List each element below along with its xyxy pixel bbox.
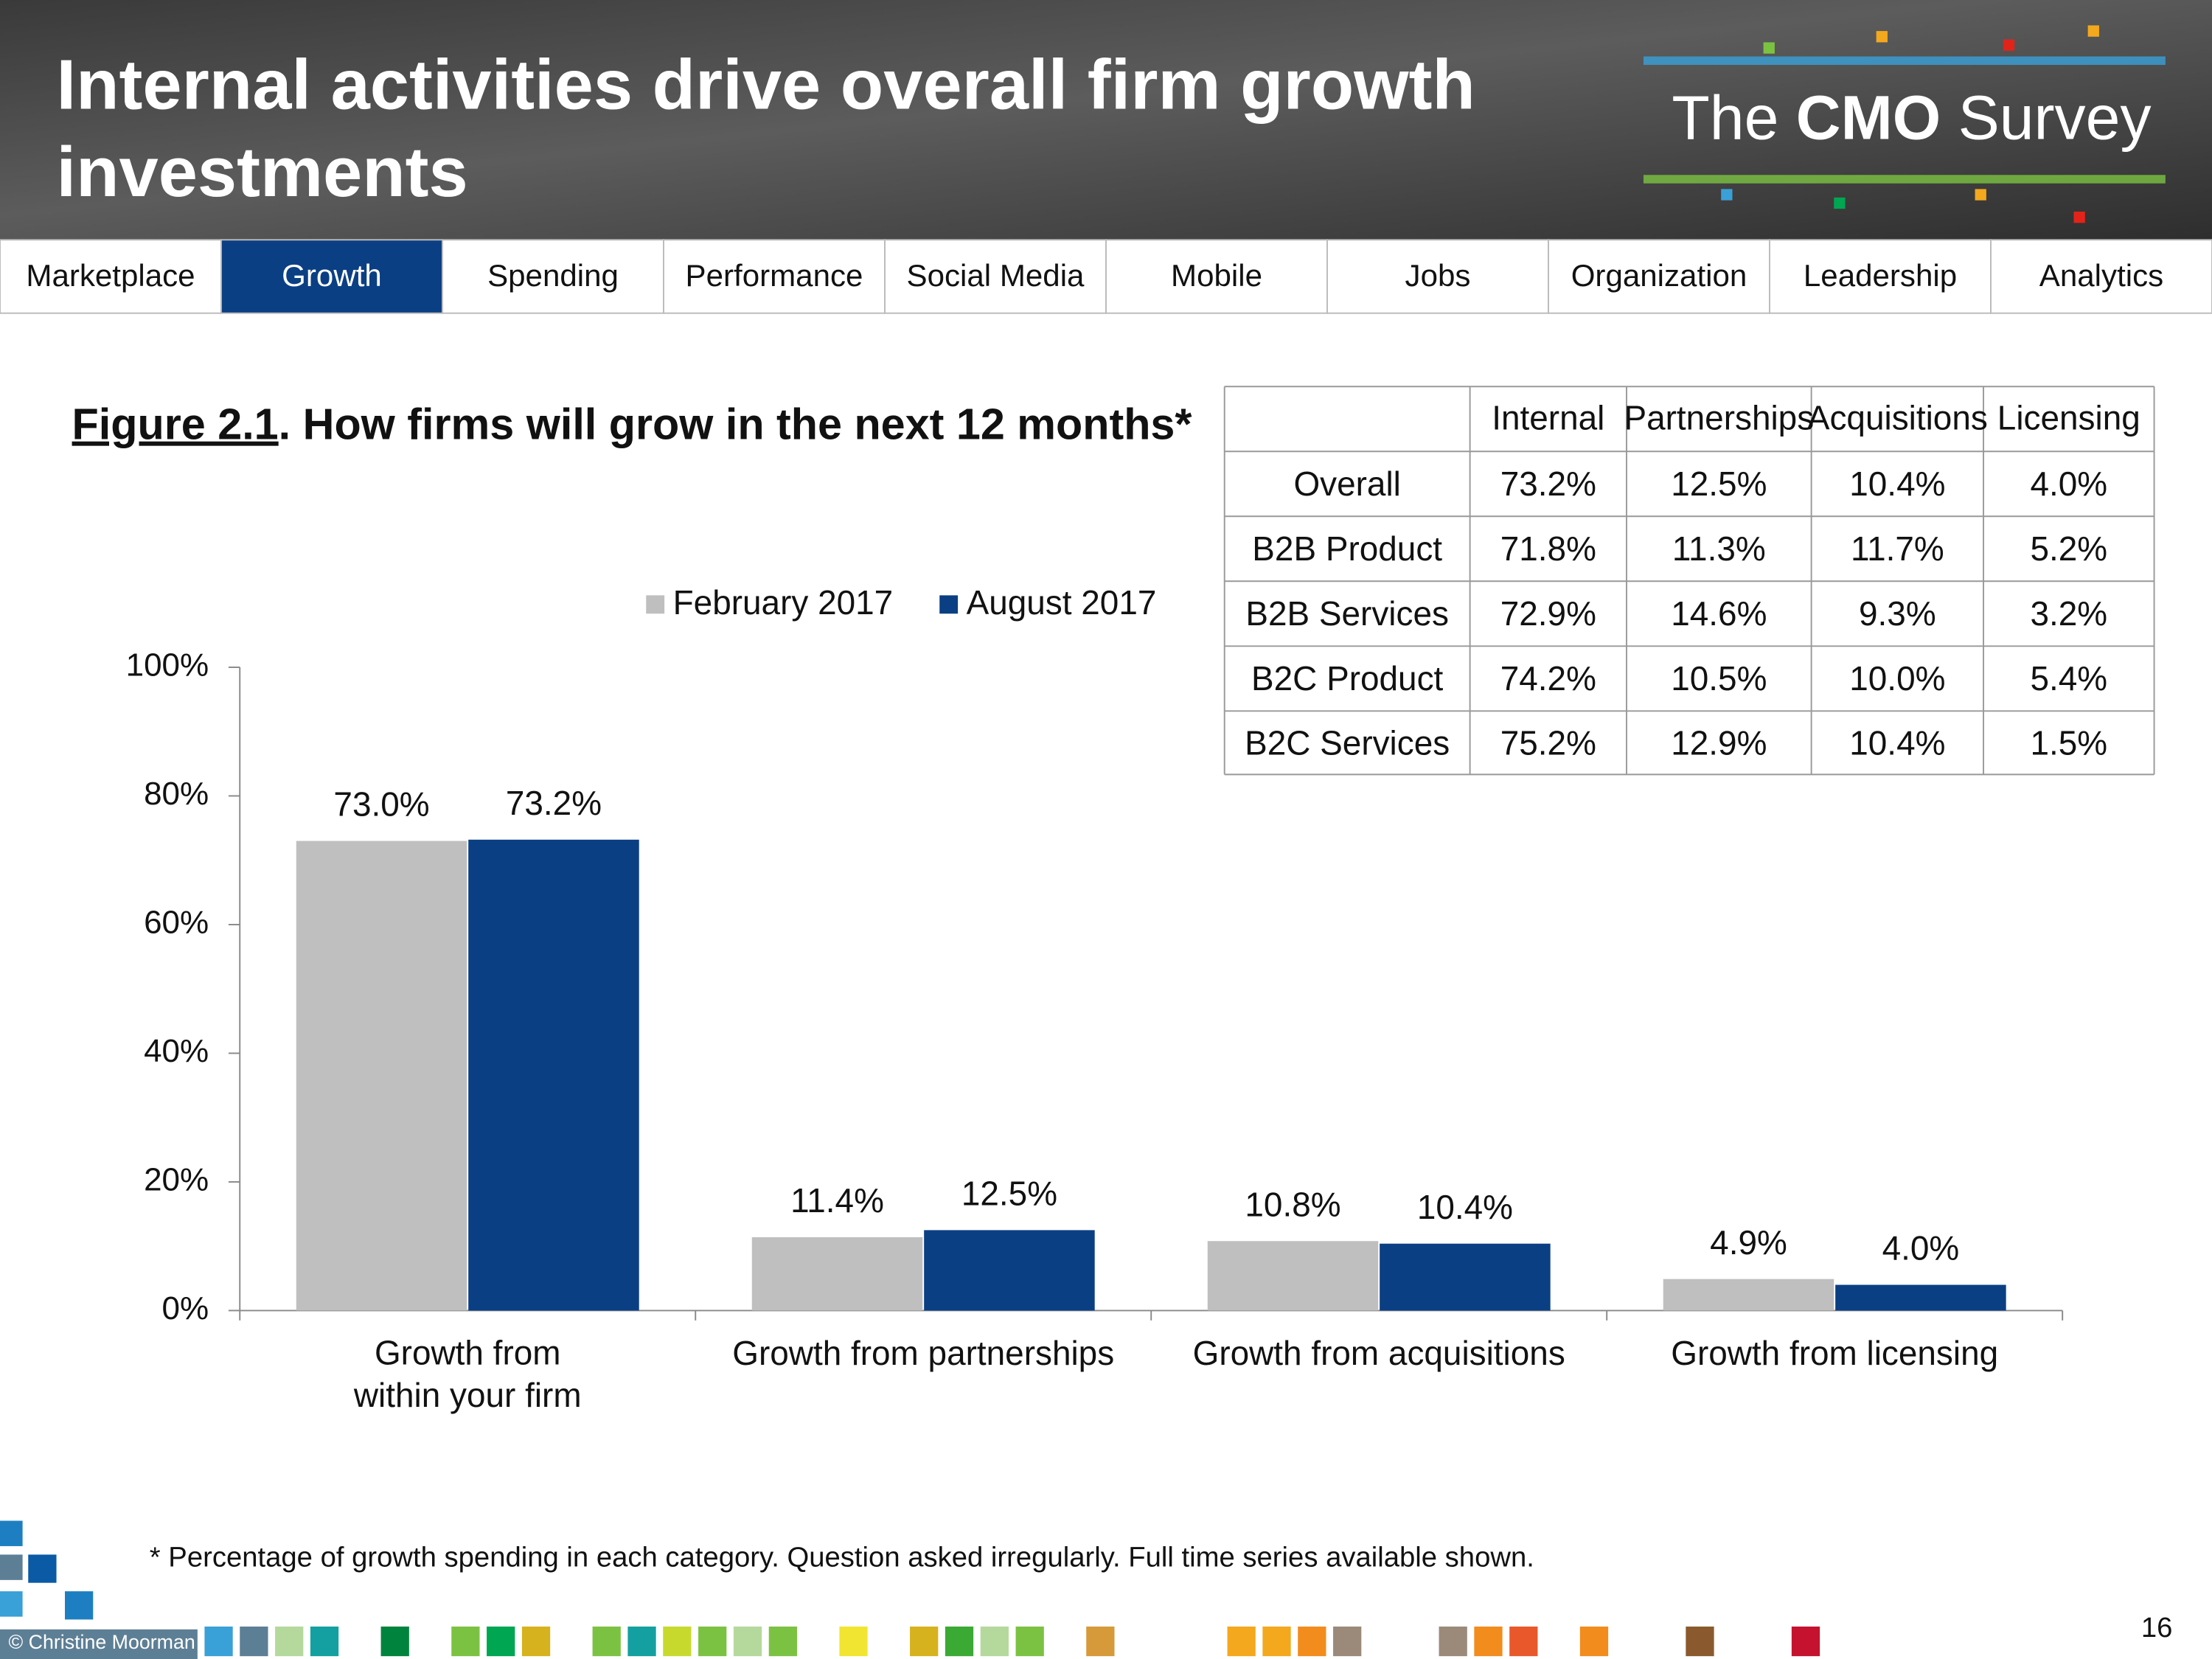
table-cell: 12.9% <box>1671 723 1767 762</box>
table-cell: 74.2% <box>1500 659 1596 698</box>
table-row-label: B2B Services <box>1245 594 1449 633</box>
table-row-label: B2C Product <box>1251 659 1444 698</box>
table-cell: 14.6% <box>1671 594 1767 633</box>
bar <box>1207 1241 1379 1311</box>
table-cell: 73.2% <box>1500 465 1596 503</box>
table-header: Licensing <box>1997 398 2140 437</box>
nav-tab[interactable]: Spending <box>442 239 664 314</box>
table-cell: 4.0% <box>2030 465 2107 503</box>
nav-tab-label: Spending <box>487 258 619 293</box>
figure-title: Figure 2.1. How firms will grow in the n… <box>72 399 1193 448</box>
nav-tab[interactable]: Organization <box>1548 239 1770 314</box>
nav-tab[interactable]: Growth <box>220 239 443 314</box>
value-label: 11.4% <box>790 1181 884 1220</box>
nav-bar: Marketplace Growth Spending Performance Soci… <box>0 239 2212 314</box>
table-cell: 10.4% <box>1849 465 1945 503</box>
value-label: 73.0% <box>333 785 429 824</box>
value-label: 10.8% <box>1245 1185 1340 1223</box>
y-tick-label: 40% <box>144 1033 209 1069</box>
bar <box>1663 1279 1834 1311</box>
y-tick-label: 20% <box>144 1162 209 1198</box>
footer-decoration <box>0 1520 1820 1657</box>
nav-tab-label: Leadership <box>1804 258 1957 293</box>
y-tick-label: 0% <box>162 1290 209 1326</box>
table-row-label: B2B Product <box>1252 529 1442 568</box>
page-title: Internal activities drive overall firm g… <box>57 46 1475 212</box>
table-cell: 12.5% <box>1671 465 1767 503</box>
legend-label: February 2017 <box>673 583 894 622</box>
x-tick-label: Growth from licensing <box>1671 1334 1998 1372</box>
table-cell: 9.3% <box>1859 594 1936 633</box>
nav-tab-label: Marketplace <box>26 258 195 293</box>
nav-tab-background <box>1105 239 1328 314</box>
table-cell: 72.9% <box>1500 594 1596 633</box>
nav-tab[interactable]: Performance <box>663 239 886 314</box>
bar <box>924 1230 1095 1311</box>
table-header: Partnerships <box>1624 398 1814 437</box>
table-row-label: Overall <box>1293 465 1400 503</box>
legend-swatch <box>939 595 959 614</box>
nav-tab-label: Social Media <box>907 258 1085 293</box>
table-cell: 10.5% <box>1671 659 1767 698</box>
y-tick-label: 100% <box>126 647 209 684</box>
value-label: 4.0% <box>1882 1229 1960 1267</box>
nav-tab-label: Mobile <box>1171 258 1262 293</box>
footnote: * Percentage of growth spending in each … <box>150 1541 1534 1573</box>
x-tick-label: Growth from acquisitions <box>1193 1334 1565 1372</box>
table-cell: 10.4% <box>1849 723 1945 762</box>
table-cell: 11.7% <box>1851 529 1944 568</box>
table-header: Acquisitions <box>1807 398 1988 437</box>
nav-tab[interactable]: Mobile <box>1105 239 1328 314</box>
nav-tab-background <box>1990 239 2212 314</box>
nav-tab[interactable]: Marketplace <box>0 239 222 314</box>
value-label: 10.4% <box>1417 1188 1513 1226</box>
nav-tab-background <box>663 239 886 314</box>
value-label: 12.5% <box>961 1175 1057 1213</box>
x-tick-label: Growth from within your firm <box>353 1334 582 1414</box>
table-cell: 10.0% <box>1849 659 1945 698</box>
nav-tab[interactable]: Jobs <box>1326 239 1549 314</box>
nav-tab-background <box>884 239 1107 314</box>
y-tick-label: 80% <box>144 776 209 812</box>
bar <box>1835 1284 2006 1311</box>
bar <box>751 1237 923 1311</box>
table-header: Internal <box>1492 398 1604 437</box>
y-tick-label: 60% <box>144 905 209 941</box>
value-label: 73.2% <box>506 784 602 822</box>
page-number: 16 <box>2141 1612 2173 1644</box>
table-row-label: B2C Services <box>1245 723 1450 762</box>
legend-swatch <box>646 595 665 614</box>
bar <box>1380 1243 1551 1311</box>
x-tick-label: Growth from partnerships <box>732 1334 1114 1372</box>
legend-label: August 2017 <box>967 583 1157 622</box>
nav-tab[interactable]: Analytics <box>1990 239 2212 314</box>
table-cell: 1.5% <box>2030 723 2107 762</box>
nav-tab-label: Organization <box>1571 258 1747 293</box>
nav-tab-label: Performance <box>686 258 863 293</box>
table-cell: 11.3% <box>1672 529 1766 568</box>
nav-tab[interactable]: Leadership <box>1769 239 1992 314</box>
nav-tab-background <box>1326 239 1549 314</box>
copyright-box <box>0 1629 198 1659</box>
nav-tab-background <box>1769 239 1992 314</box>
bar <box>468 839 639 1311</box>
value-label: 4.9% <box>1710 1223 1787 1262</box>
chart: 0% 20% 40% 60% 80% 100% Growth from within your… <box>126 583 2064 1414</box>
table-cell: 71.8% <box>1500 529 1596 568</box>
table-cell: 3.2% <box>2030 594 2107 633</box>
nav-tab-label: Growth <box>282 258 382 293</box>
table-cell: 75.2% <box>1500 723 1596 762</box>
nav-tab-label: Jobs <box>1405 258 1471 293</box>
nav-tab-label: Analytics <box>2039 258 2163 293</box>
logo-pixels <box>1643 25 2166 223</box>
bar <box>296 841 467 1311</box>
table-cell: 5.4% <box>2030 659 2107 698</box>
table-cell: 5.2% <box>2030 529 2107 568</box>
copyright: © Christine Moorman <box>8 1631 195 1653</box>
logo: The CMO Survey <box>1672 83 2151 153</box>
nav-tab[interactable]: Social Media <box>884 239 1107 314</box>
